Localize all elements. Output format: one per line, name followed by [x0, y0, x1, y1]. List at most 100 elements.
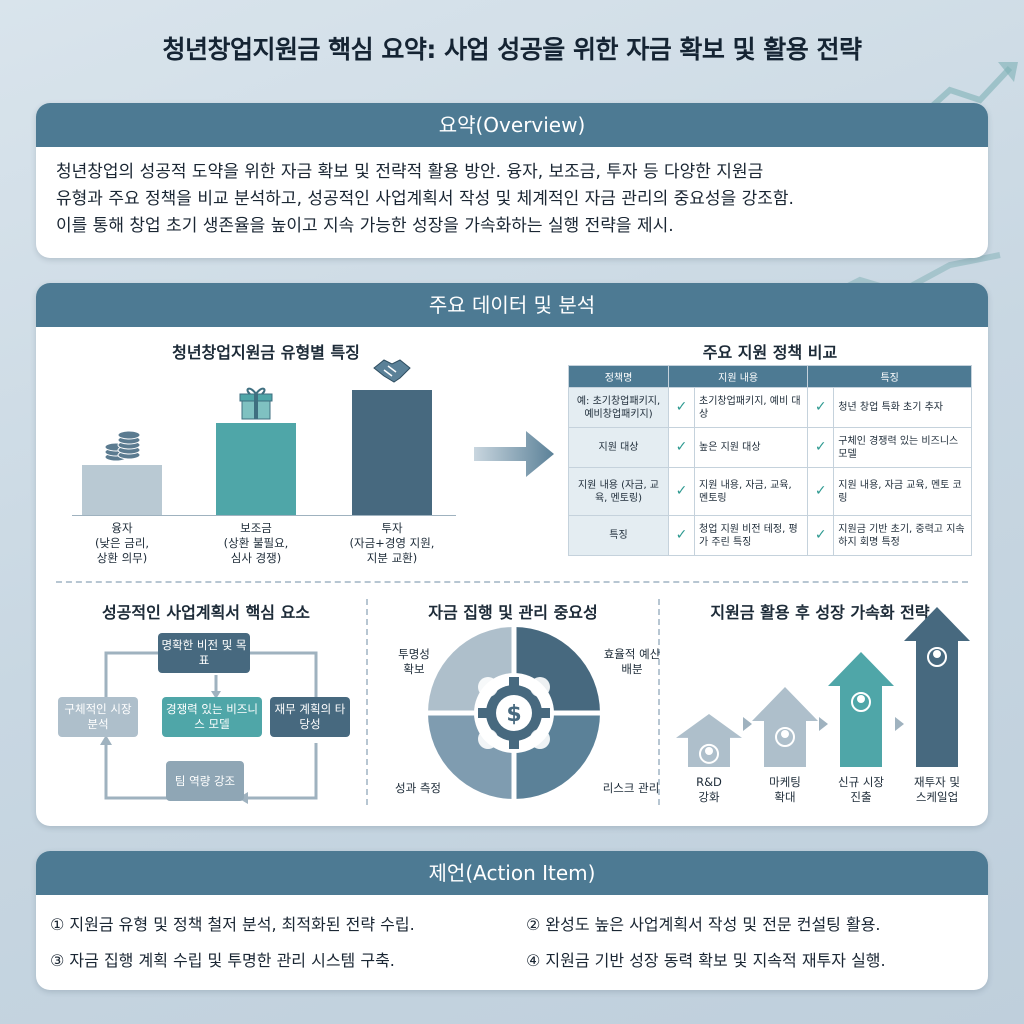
gift-icon: [239, 387, 273, 420]
types-bar-label-line: (상환 불필요,: [223, 536, 289, 550]
types-bar-label-line: 심사 경쟁): [230, 551, 282, 565]
types-bar-label-line: 투자: [381, 521, 403, 535]
growth-step-label-line: 스케일업: [915, 790, 959, 804]
types-bar-label-line: 융자: [111, 521, 133, 535]
growth-arrow: [828, 652, 894, 767]
handshake-icon: [373, 359, 411, 383]
growth-step-label: R&D 강화: [669, 775, 749, 805]
plan-node-vision: 명확한 비전 및 목표: [158, 633, 250, 673]
growth-step-label-line: 마케팅: [769, 775, 801, 789]
check-icon: ✓: [807, 467, 835, 516]
check-icon: ✓: [668, 427, 695, 468]
coins-icon: [104, 430, 141, 462]
policy-cell-name: 예: 초기창업패키지, 예비창업패키지): [568, 387, 669, 428]
plan-node-team: 팀 역량 강조: [166, 761, 244, 801]
growth-arrow: [676, 714, 742, 767]
funds-label-transparency: 투명성 확보: [398, 647, 430, 676]
policy-cell-feature: 지원 내용, 자금 교육, 멘토 코링: [833, 467, 972, 516]
small-right-arrow-icon: [819, 717, 828, 731]
right-arrow-icon: [474, 431, 554, 477]
types-bar-label-line: 지분 교환): [366, 551, 418, 565]
types-bar-label: 보조금 (상환 불필요, 심사 경쟁): [196, 521, 316, 566]
overview-line: 청년창업의 성공적 도약을 위한 자금 확보 및 전략적 활용 방안. 융자, …: [56, 162, 764, 182]
policy-row: 예: 초기창업패키지, 예비창업패키지) ✓ 초기창업패키지, 예비 대상 ✓ 청년 창…: [568, 387, 972, 428]
action-item: ① 지원금 유형 및 정책 철저 분석, 최적화된 전략 수립.: [50, 915, 415, 934]
growth-step-label-line: R&D: [696, 775, 722, 789]
types-chart-axis: [72, 515, 456, 516]
growth-step-label-line: 진출: [850, 790, 872, 804]
action-item: ② 완성도 높은 사업계획서 작성 및 전문 컨설팅 활용.: [526, 915, 881, 934]
overview-line: 이를 통해 창업 초기 생존율을 높이고 지속 가능한 성장을 가속화하는 실행…: [56, 216, 674, 236]
funds-label-budget: 효율적 예산 배분: [603, 647, 661, 676]
policy-row: 특징 ✓ 청업 지원 비전 테정, 평가 주린 특징 ✓ 지원금 기반 초기, 중력고 …: [568, 515, 972, 556]
policy-cell-content: 지원 내용, 자금, 교육, 멘토링: [693, 467, 809, 516]
policy-cell-content: 초기창업패키지, 예비 대상: [693, 387, 809, 428]
growth-step-label-line: 확대: [774, 790, 796, 804]
policy-cell-name: 지원 내용 (자금, 교육, 멘토링): [568, 467, 669, 516]
small-right-arrow-icon: [895, 717, 904, 731]
types-bar: [352, 390, 432, 515]
types-bar: [216, 423, 296, 515]
types-bar-label: 투자 (자금+경영 지원, 지분 교환): [332, 521, 452, 566]
small-right-arrow-icon: [743, 717, 752, 731]
funds-label-risk: 리스크 관리: [602, 781, 660, 795]
check-icon: ✓: [807, 515, 835, 556]
funds-title: 자금 집행 및 관리 중요성: [428, 603, 598, 622]
plan-node-market: 구체적인 시장 분석: [58, 697, 138, 737]
check-icon: ✓: [668, 515, 695, 556]
growth-step-label-line: 재투자 및: [914, 775, 960, 789]
action-item: ③ 자금 집행 계획 수립 및 투명한 관리 시스템 구축.: [50, 951, 395, 970]
gear-icon: [478, 677, 550, 749]
growth-step-label: 재투자 및 스케일업: [897, 775, 977, 805]
types-bar-label-line: (낮은 금리,: [94, 536, 150, 550]
growth-arrow: [752, 687, 818, 767]
growth-step-label: 신규 시장 진출: [821, 775, 901, 805]
policy-cell-feature: 지원금 기반 초기, 중력고 지속하지 회명 특정: [833, 515, 972, 556]
types-chart-title: 청년창업지원금 유형별 특징: [172, 343, 360, 362]
action-item: ④ 지원금 기반 성장 동력 확보 및 지속적 재투자 실행.: [526, 951, 886, 970]
growth-chart-icon: [933, 650, 941, 658]
growth-title: 지원금 활용 후 성장 가속화 전략: [710, 603, 930, 622]
target-icon: [857, 695, 865, 703]
funds-label-measure: 성과 측정: [395, 781, 441, 795]
policy-table-title: 주요 지원 정책 비교: [702, 343, 838, 362]
growth-step-label-line: 강화: [698, 790, 720, 804]
policy-row: 지원 대상 ✓ 높은 지원 대상 ✓ 구체인 경쟁력 있는 비즈니스 모델: [568, 427, 972, 468]
action-items: ① 지원금 유형 및 정책 철저 분석, 최적화된 전략 수립. ② 완성도 높…: [36, 895, 988, 971]
plan-node-business-model: 경쟁력 있는 비즈니스 모델: [162, 697, 262, 737]
policy-cell-feature: 청년 창업 특화 초기 추자: [833, 387, 972, 428]
policy-header-feature: 특징: [807, 365, 972, 388]
policy-cell-content: 높은 지원 대상: [693, 427, 809, 468]
policy-cell-name: 지원 대상: [568, 427, 669, 468]
page-title: 청년창업지원금 핵심 요약: 사업 성공을 위한 자금 확보 및 활용 전략: [162, 35, 862, 64]
types-bar: [82, 465, 162, 515]
policy-table: 정책명 지원 내용 특징 예: 초기창업패키지, 예비창업패키지) ✓ 초기창업패키…: [568, 365, 972, 556]
atom-icon: [705, 746, 713, 755]
check-icon: ✓: [807, 387, 835, 428]
policy-header-name: 정책명: [568, 365, 669, 388]
types-bar-label: 융자 (낮은 금리, 상환 의무): [62, 521, 182, 566]
types-bar-label-line: 상환 의무): [96, 551, 148, 565]
plan-title: 성공적인 사업계획서 핵심 요소: [101, 603, 311, 622]
section-divider: [56, 581, 968, 583]
policy-row: 지원 내용 (자금, 교육, 멘토링) ✓ 지원 내용, 자금, 교육, 멘토링 ✓ 지…: [568, 467, 972, 516]
types-bar-label-line: (자금+경영 지원,: [349, 536, 435, 550]
policy-header-content: 지원 내용: [667, 365, 809, 388]
growth-step-label-line: 신규 시장: [838, 775, 884, 789]
analysis-heading: 주요 데이터 및 분석: [36, 283, 988, 327]
growth-step-label: 마케팅 확대: [745, 775, 825, 805]
policy-cell-content: 청업 지원 비전 테정, 평가 주린 특징: [693, 515, 809, 556]
section-divider: [366, 599, 368, 805]
check-icon: ✓: [807, 427, 835, 468]
policy-cell-feature: 구체인 경쟁력 있는 비즈니스 모델: [833, 427, 972, 468]
funds-ring-chart: $: [426, 625, 602, 801]
overview-card: 요약(Overview) 청년창업의 성공적 도약을 위한 자금 확보 및 전략…: [36, 103, 988, 258]
overview-line: 유형과 주요 정책을 비교 분석하고, 성공적인 사업계획서 작성 및 체계적인…: [56, 189, 794, 209]
dollar-icon: $: [506, 702, 521, 727]
overview-heading: 요약(Overview): [36, 103, 988, 147]
policy-cell-name: 특징: [568, 515, 669, 556]
action-heading: 제언(Action Item): [36, 851, 988, 895]
growth-arrow: [904, 607, 970, 767]
analysis-card: 주요 데이터 및 분석 청년창업지원금 유형별 특징 융자 (낮은 금리, 상환 의…: [36, 283, 988, 826]
check-icon: ✓: [668, 467, 695, 516]
